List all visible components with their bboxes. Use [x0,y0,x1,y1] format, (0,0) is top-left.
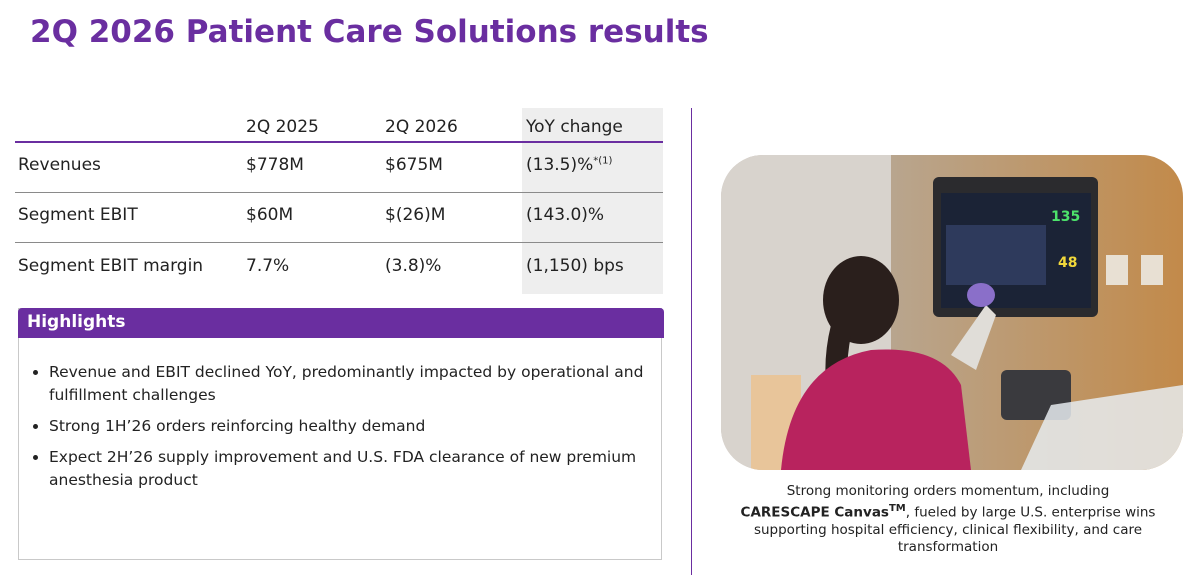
photo: 135 48 [721,155,1183,470]
caption-rest: , fueled by large U.S. enterprise wins s… [753,504,1156,555]
header-rule [15,141,663,143]
cell: $(26)M [385,205,446,225]
yoy-column-bg [522,108,663,294]
monitor-reading: 48 [1058,255,1077,271]
column-header: 2Q 2026 [385,117,458,137]
cell: (3.8)% [385,256,442,276]
column-header: YoY change [526,117,623,137]
cell: (13.5)%*(1) [526,155,612,175]
cell: $675M [385,155,443,175]
photo-caption: Strong monitoring orders momentum, inclu… [718,483,1178,556]
cell: $60M [246,205,294,225]
results-table: 2Q 2025 2Q 2026 YoY change Revenues $778… [15,108,663,294]
cell: 7.7% [246,256,290,276]
highlights-box: Highlights Revenue and EBIT declined YoY… [18,308,664,560]
row-label: Revenues [18,155,101,175]
caption-lead: Strong monitoring orders momentum, inclu… [786,483,1110,499]
highlight-item: Strong 1H’26 orders reinforcing healthy … [49,415,649,438]
column-header: 2Q 2025 [246,117,319,137]
row-label: Segment EBIT margin [18,256,204,276]
divider [691,108,692,575]
slide-title: 2Q 2026 Patient Care Solutions results [30,14,709,50]
highlight-item: Expect 2H’26 supply improvement and U.S.… [49,446,649,492]
cell: (1,150) bps [526,256,624,276]
highlights-list: Revenue and EBIT declined YoY, predomina… [29,361,649,500]
cell-value: (13.5)% [526,155,594,175]
cell: $778M [246,155,304,175]
row-rule [15,242,663,243]
highlights-title: Highlights [18,308,664,338]
monitor-reading: 135 [1051,209,1080,225]
caption-trademark: TM [888,503,906,514]
highlight-item: Revenue and EBIT declined YoY, predomina… [49,361,649,407]
caption-product: CARESCAPE Canvas [740,504,889,521]
row-label: Segment EBIT [18,205,138,225]
footnote-ref: *(1) [593,155,613,167]
cell: (143.0)% [526,205,605,225]
row-rule [15,192,663,193]
